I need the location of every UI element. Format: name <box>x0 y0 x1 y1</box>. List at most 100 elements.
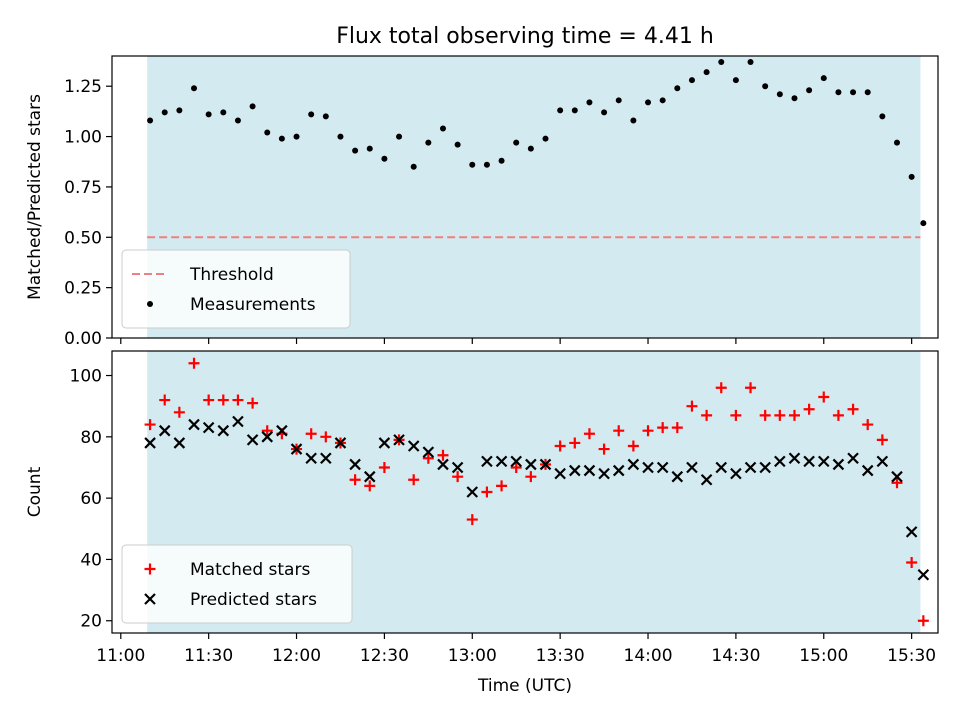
matched-stars-point <box>232 394 244 406</box>
x-tick-label: 14:00 <box>624 646 673 666</box>
legend: Matched stars Predicted stars <box>121 544 353 624</box>
measurement-point <box>864 89 871 96</box>
matched-stars-point <box>569 437 581 449</box>
predicted-stars-point <box>276 424 288 437</box>
measurement-point <box>879 113 886 120</box>
measurement-point <box>659 97 666 104</box>
measurement-point <box>249 103 256 110</box>
predicted-stars-point <box>744 461 757 474</box>
measurement-point <box>850 89 857 96</box>
measurement-point <box>176 107 183 114</box>
x-axis-label: Time (UTC) <box>477 676 572 696</box>
x-tick-label: 13:00 <box>448 646 497 666</box>
matched-stars-point <box>466 514 478 526</box>
legend-label: Measurements <box>190 295 316 315</box>
predicted-stars-point <box>261 431 274 443</box>
predicted-stars-point <box>774 455 786 468</box>
predicted-stars-point <box>320 452 332 465</box>
ratio-panel: 0.00 0.25 0.50 0.75 1.00 1.25 Matched/Predicte… <box>25 55 939 349</box>
matched-stars-point <box>730 409 742 421</box>
axes-frame <box>111 55 939 339</box>
predicted-stars-point <box>495 455 508 468</box>
matched-stars-point <box>832 409 844 421</box>
predicted-stars-point <box>861 464 874 477</box>
y-tick-label: 20 <box>80 612 102 632</box>
measurement-point <box>747 59 754 66</box>
y-tick-label: 80 <box>80 428 102 448</box>
matched-stars-point <box>510 461 522 473</box>
measurement-point <box>293 133 300 140</box>
predicted-stars-point <box>290 443 303 455</box>
measurement-point <box>396 133 403 140</box>
measurement-point <box>337 133 344 140</box>
matched-stars-point <box>847 403 859 415</box>
matched-stars-point <box>496 480 508 492</box>
matched-stars-point <box>305 428 317 440</box>
predicted-stars-point <box>671 470 684 483</box>
measurement-point <box>835 89 842 96</box>
matched-stars-point <box>144 419 156 431</box>
predicted-stars-point <box>847 452 859 465</box>
x-tick-label: 12:30 <box>360 646 409 666</box>
matched-stars-point <box>452 471 464 483</box>
matched-stars-point <box>320 431 332 443</box>
predicted-stars-point <box>759 461 771 474</box>
matched-stars-point <box>876 434 888 446</box>
x-tick-label: 13:30 <box>536 646 585 666</box>
matched-stars-point <box>774 409 786 421</box>
y-axis-label: Matched/Predicted stars <box>25 94 45 300</box>
measurement-point <box>527 145 534 152</box>
measurement-point <box>513 139 520 146</box>
measurement-point <box>322 113 329 120</box>
x-tick-label: 15:30 <box>887 646 936 666</box>
matched-stars-point <box>613 425 625 437</box>
measurement-point <box>410 163 417 170</box>
legend-box <box>121 544 353 624</box>
measurement-point <box>469 161 476 168</box>
measurement-point <box>425 139 432 146</box>
matched-stars-point <box>525 471 537 483</box>
matched-stars-point <box>349 474 361 486</box>
predicted-stars-point <box>466 486 479 498</box>
measurement-point <box>264 129 271 136</box>
measurement-point <box>483 161 490 168</box>
matched-stars-point <box>671 422 683 434</box>
count-panel: 20 40 60 80 100 11:00 11:30 12:00 12:30 13:00 13:3… <box>25 350 939 696</box>
measurement-point <box>234 117 241 124</box>
measurement-point <box>542 135 549 142</box>
predicted-stars-point <box>583 464 596 477</box>
predicted-stars-point <box>217 424 230 437</box>
legend-label: Predicted stars <box>190 590 317 610</box>
y-tick-label: 0.75 <box>64 178 102 198</box>
legend-label: Matched stars <box>190 560 310 580</box>
y-axis-label: Count <box>25 466 45 517</box>
matched-stars-point <box>818 391 830 403</box>
predicted-stars-point <box>598 467 610 480</box>
legend-box <box>121 249 351 329</box>
measurement-point <box>791 95 798 102</box>
matched-stars-point <box>203 394 215 406</box>
predicted-stars-point <box>422 446 435 458</box>
matched-stars-point <box>554 440 566 452</box>
predicted-stars-point <box>917 568 930 581</box>
matched-stars-point <box>906 557 918 568</box>
measurement-point <box>806 87 813 94</box>
x-tick-label: 11:00 <box>96 646 145 666</box>
predicted-stars-point <box>451 461 464 474</box>
predicted-stars-point <box>144 593 156 605</box>
matched-stars-point <box>481 486 493 498</box>
predicted-stars-point <box>510 455 522 468</box>
predicted-stars-point <box>481 455 493 468</box>
predicted-stars-point <box>817 455 830 468</box>
measurement-point <box>718 59 725 66</box>
matched-stars-point <box>408 474 420 486</box>
matched-stars-point <box>261 425 273 437</box>
predicted-stars-point <box>393 434 405 446</box>
predicted-stars-point <box>686 461 698 474</box>
measurement-point <box>776 91 783 98</box>
predicted-stars-point <box>539 458 552 471</box>
predicted-stars-point <box>656 461 669 474</box>
predicted-stars-point <box>905 526 918 538</box>
predicted-stars-point <box>612 464 625 477</box>
